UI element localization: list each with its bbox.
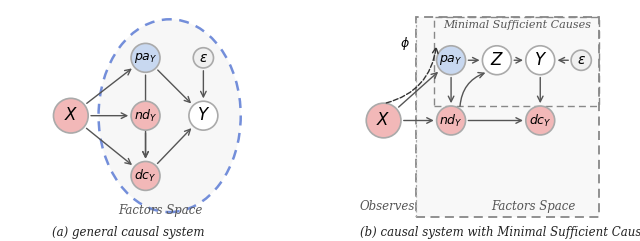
Text: $X$: $X$ [376, 112, 391, 129]
Text: $X$: $X$ [63, 107, 78, 124]
FancyBboxPatch shape [416, 17, 599, 217]
Text: $\epsilon$: $\epsilon$ [577, 53, 586, 67]
Ellipse shape [131, 43, 160, 72]
Text: Minimal Sufficient Causes: Minimal Sufficient Causes [444, 20, 591, 30]
Text: $\epsilon$: $\epsilon$ [199, 51, 208, 65]
Ellipse shape [99, 19, 241, 212]
Ellipse shape [526, 46, 555, 75]
Ellipse shape [193, 48, 214, 68]
Ellipse shape [54, 98, 88, 133]
Ellipse shape [366, 103, 401, 138]
Text: $nd_Y$: $nd_Y$ [439, 113, 463, 128]
Ellipse shape [189, 101, 218, 130]
Text: $nd_Y$: $nd_Y$ [134, 108, 157, 124]
Ellipse shape [571, 50, 591, 70]
Text: $pa_Y$: $pa_Y$ [439, 53, 463, 67]
Ellipse shape [483, 46, 511, 75]
Text: (b) causal system with Minimal Sufficient Causes: (b) causal system with Minimal Sufficien… [360, 226, 640, 239]
Ellipse shape [131, 161, 160, 190]
Text: $Z$: $Z$ [490, 52, 504, 69]
Text: (a) general causal system: (a) general causal system [52, 226, 204, 239]
Text: $\phi$: $\phi$ [401, 35, 410, 52]
Text: Factors Space: Factors Space [491, 200, 575, 213]
Text: Factors Space: Factors Space [118, 204, 202, 217]
Ellipse shape [436, 46, 465, 75]
Text: Observes: Observes [360, 200, 415, 213]
Ellipse shape [526, 106, 555, 135]
Text: $dc_Y$: $dc_Y$ [134, 168, 157, 184]
Ellipse shape [436, 106, 465, 135]
Ellipse shape [131, 101, 160, 130]
Text: $Y$: $Y$ [196, 107, 210, 124]
Text: $pa_Y$: $pa_Y$ [134, 51, 157, 65]
Text: $Y$: $Y$ [534, 52, 547, 69]
Text: $dc_Y$: $dc_Y$ [529, 113, 552, 128]
